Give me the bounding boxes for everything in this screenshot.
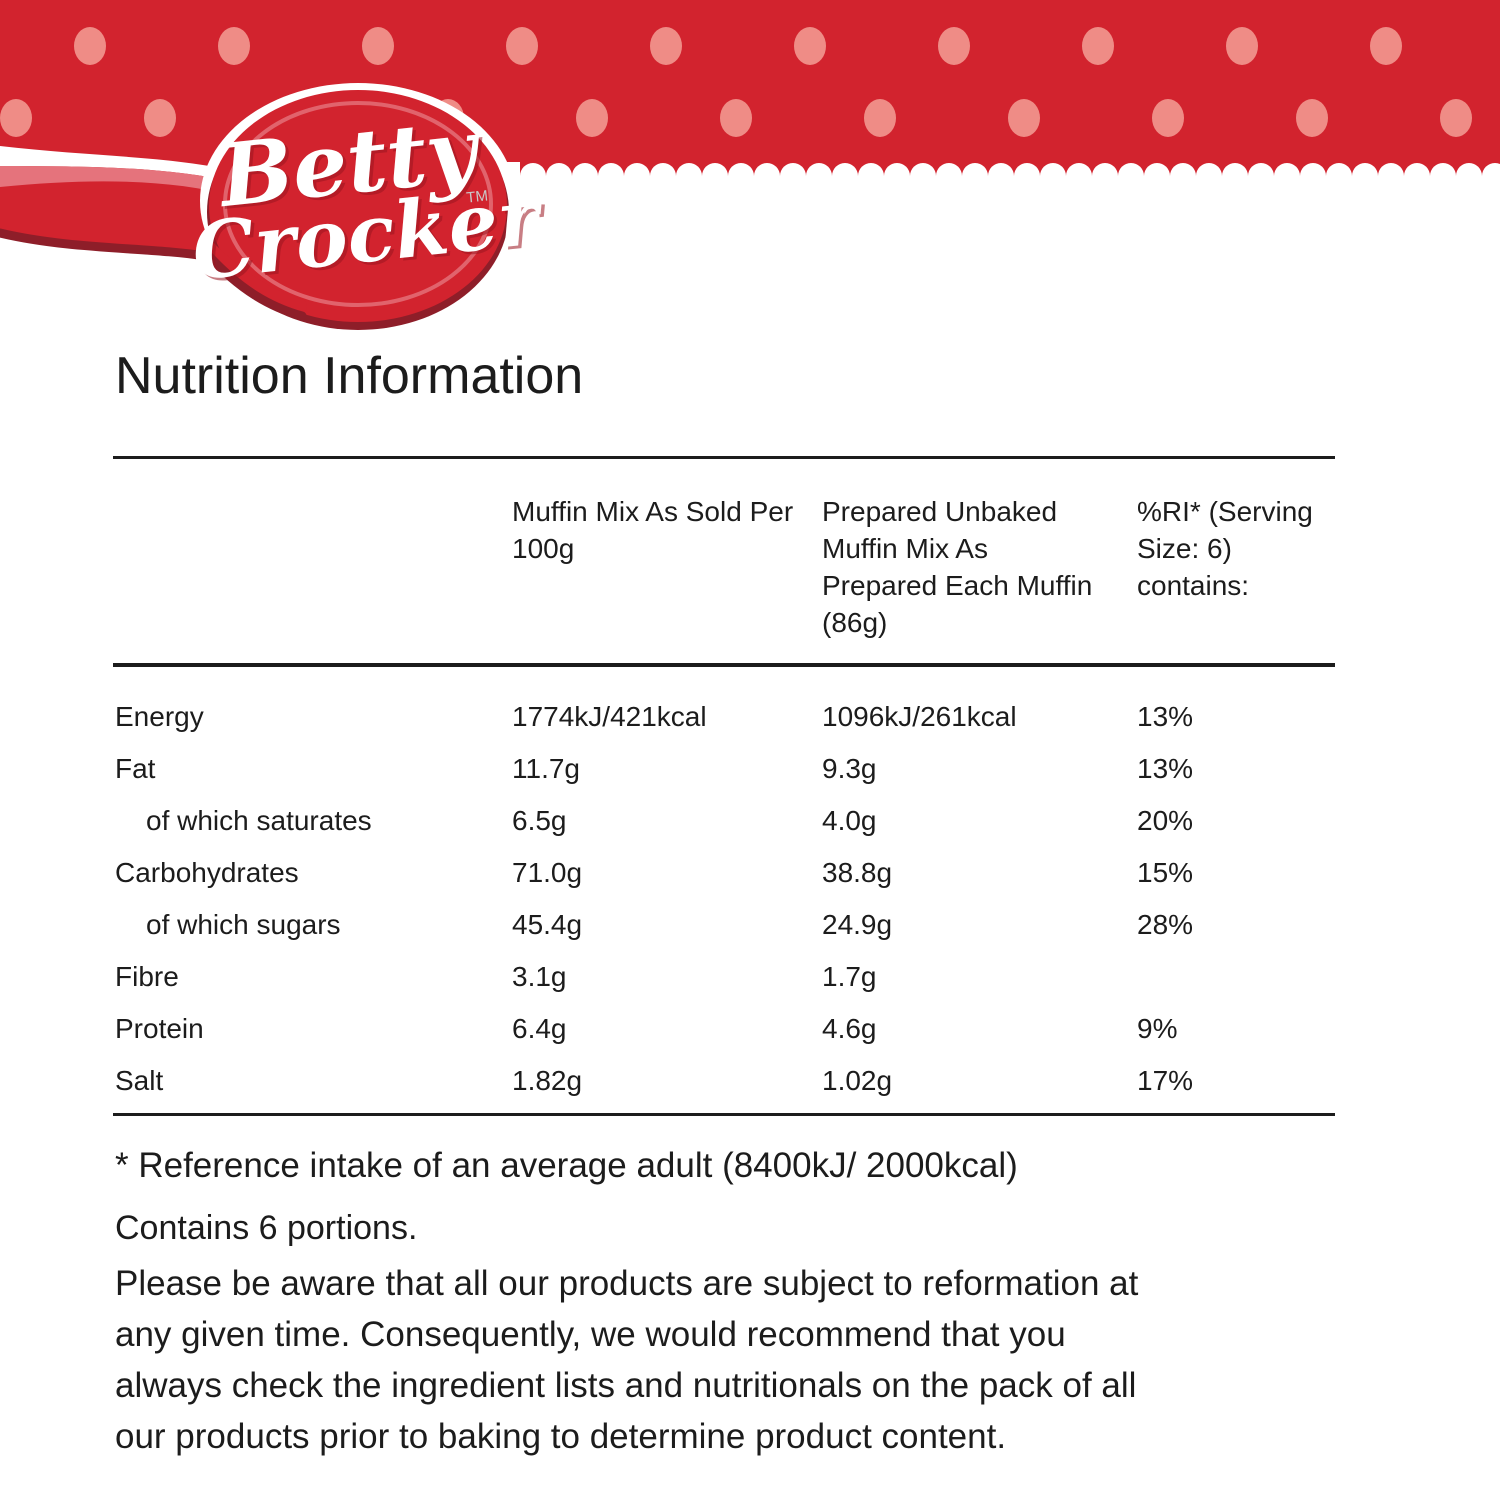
value-ri: 20%	[1137, 805, 1194, 836]
value-ri: 13%	[1137, 753, 1194, 784]
value-as-sold: 71.0g	[512, 857, 583, 888]
row-label: Protein	[115, 1013, 204, 1044]
spoon-bowl-icon	[198, 83, 516, 330]
table-row: Fat 11.7g 9.3g 13%	[113, 743, 1335, 795]
trademark-symbol: TM	[466, 187, 489, 206]
value-prepared: 4.6g	[822, 1013, 877, 1044]
brand-banner: Betty Crocker Betty Crocker TM	[0, 0, 1500, 330]
disclaimer-text: Please be aware that all our products ar…	[115, 1264, 1139, 1456]
table-row: Protein 6.4g 4.6g 9%	[113, 1003, 1335, 1055]
value-as-sold: 1774kJ/421kcal	[512, 701, 707, 732]
header-blank	[113, 493, 512, 641]
row-label: Fibre	[115, 961, 179, 992]
value-ri: 9%	[1137, 1013, 1178, 1044]
value-prepared: 4.0g	[822, 805, 877, 836]
table-row: Fibre 3.1g 1.7g	[113, 951, 1335, 1003]
table-body: Energy 1774kJ/421kcal 1096kJ/261kcal 13%…	[113, 667, 1335, 1116]
header-prepared: Prepared Unbaked Muffin Mix As Prepared …	[822, 496, 1093, 638]
value-prepared: 1.02g	[822, 1065, 893, 1096]
value-ri	[1137, 951, 1335, 1003]
reference-intake-footnote: * Reference intake of an average adult (…	[115, 1146, 1018, 1185]
value-prepared: 24.9g	[822, 909, 893, 940]
row-label: of which sugars	[146, 909, 341, 940]
table-row: Carbohydrates 71.0g 38.8g 15%	[113, 847, 1335, 899]
table-header-row: Muffin Mix As Sold Per 100g Prepared Unb…	[113, 456, 1335, 667]
value-ri: 15%	[1137, 857, 1194, 888]
value-as-sold: 11.7g	[512, 753, 580, 784]
value-as-sold: 1.82g	[512, 1065, 583, 1096]
row-label: Salt	[115, 1065, 164, 1096]
value-ri: 28%	[1137, 909, 1194, 940]
header-ri: %RI* (Serving Size: 6) contains:	[1137, 496, 1313, 601]
portions-footnote: Contains 6 portions.	[115, 1209, 418, 1247]
value-prepared: 9.3g	[822, 753, 877, 784]
value-as-sold: 6.5g	[512, 805, 567, 836]
row-label: of which saturates	[146, 805, 372, 836]
value-prepared: 1096kJ/261kcal	[822, 701, 1017, 732]
row-label: Carbohydrates	[115, 857, 299, 888]
table-row: of which saturates 6.5g 4.0g 20%	[113, 795, 1335, 847]
value-ri: 17%	[1137, 1065, 1194, 1096]
scallop-edge	[520, 162, 1500, 176]
table-row: Energy 1774kJ/421kcal 1096kJ/261kcal 13%	[113, 691, 1335, 743]
row-label: Fat	[115, 753, 156, 784]
value-prepared: 1.7g	[822, 961, 877, 992]
value-as-sold: 6.4g	[512, 1013, 567, 1044]
value-prepared: 38.8g	[822, 857, 893, 888]
value-as-sold: 45.4g	[512, 909, 583, 940]
row-label: Energy	[115, 701, 204, 732]
value-ri: 13%	[1137, 701, 1194, 732]
table-row: Salt 1.82g 1.02g 17%	[113, 1055, 1335, 1107]
nutrition-table: Muffin Mix As Sold Per 100g Prepared Unb…	[113, 456, 1335, 1116]
page-title: Nutrition Information	[115, 347, 584, 405]
value-as-sold: 3.1g	[512, 961, 567, 992]
table-row: of which sugars 45.4g 24.9g 28%	[113, 899, 1335, 951]
header-as-sold: Muffin Mix As Sold Per 100g	[512, 496, 794, 564]
